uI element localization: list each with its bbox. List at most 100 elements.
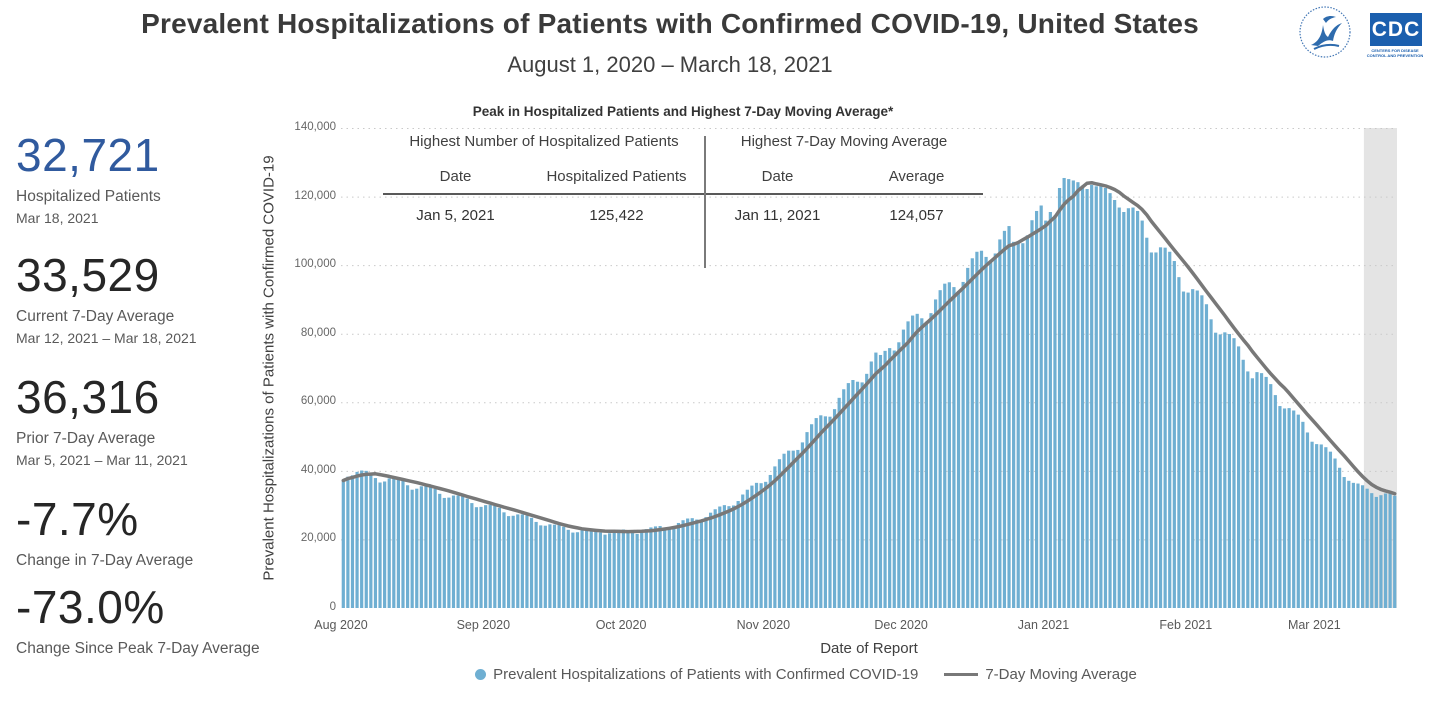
bar[interactable] — [387, 478, 391, 608]
bar[interactable] — [415, 488, 419, 608]
bar[interactable] — [1370, 493, 1374, 608]
bar[interactable] — [810, 424, 814, 608]
bar[interactable] — [745, 489, 749, 608]
bar[interactable] — [869, 361, 873, 608]
bar[interactable] — [1149, 252, 1153, 608]
bar[interactable] — [580, 530, 584, 608]
bar[interactable] — [442, 497, 446, 608]
bar[interactable] — [1136, 210, 1140, 608]
bar[interactable] — [585, 529, 589, 608]
bar[interactable] — [1351, 482, 1355, 608]
bar[interactable] — [635, 533, 639, 608]
bar[interactable] — [479, 506, 483, 608]
bar[interactable] — [1039, 205, 1043, 608]
bar[interactable] — [594, 529, 598, 608]
bar[interactable] — [855, 381, 860, 608]
bar[interactable] — [1117, 207, 1121, 608]
bar[interactable] — [603, 534, 607, 608]
bar[interactable] — [649, 527, 653, 608]
bar[interactable] — [405, 485, 410, 608]
bar[interactable] — [1255, 372, 1259, 608]
bar[interactable] — [754, 482, 759, 608]
bar[interactable] — [608, 533, 612, 608]
bar[interactable] — [897, 342, 901, 608]
bar[interactable] — [892, 350, 896, 608]
bar[interactable] — [1126, 208, 1131, 608]
bar[interactable] — [1002, 230, 1007, 608]
bar[interactable] — [663, 527, 667, 608]
bar[interactable] — [451, 495, 456, 608]
bar[interactable] — [791, 450, 795, 608]
bar[interactable] — [506, 516, 511, 608]
bar[interactable] — [511, 515, 515, 608]
bar[interactable] — [970, 258, 974, 608]
bar[interactable] — [989, 262, 993, 608]
bar[interactable] — [805, 432, 809, 608]
bar[interactable] — [1140, 220, 1144, 608]
bar[interactable] — [1342, 477, 1346, 608]
bar[interactable] — [1310, 441, 1314, 608]
bar[interactable] — [1030, 220, 1034, 608]
bar[interactable] — [1048, 212, 1052, 608]
bar[interactable] — [1103, 188, 1108, 608]
bar[interactable] — [1122, 212, 1126, 608]
bar[interactable] — [571, 532, 575, 608]
bar[interactable] — [1324, 447, 1328, 608]
bar[interactable] — [1025, 235, 1029, 608]
bar[interactable] — [681, 520, 685, 608]
bar[interactable] — [1016, 243, 1020, 608]
bar[interactable] — [1080, 185, 1085, 608]
bar[interactable] — [1209, 319, 1213, 608]
legend-item-bars[interactable]: Prevalent Hospitalizations of Patients w… — [475, 666, 918, 683]
bar[interactable] — [1085, 189, 1089, 608]
bar[interactable] — [736, 501, 740, 608]
bar[interactable] — [341, 480, 345, 608]
bar[interactable] — [534, 521, 538, 608]
bar[interactable] — [860, 382, 864, 608]
bar[interactable] — [548, 524, 552, 608]
bar[interactable] — [589, 528, 593, 608]
bar[interactable] — [782, 453, 786, 608]
bar[interactable] — [1145, 237, 1149, 608]
bar[interactable] — [1021, 243, 1025, 608]
bar[interactable] — [653, 526, 658, 608]
bar[interactable] — [1365, 488, 1369, 608]
bar[interactable] — [1393, 495, 1397, 608]
bar[interactable] — [943, 283, 947, 608]
bar[interactable] — [1168, 251, 1172, 608]
bar[interactable] — [1333, 458, 1337, 608]
bar[interactable] — [1044, 220, 1048, 608]
bar[interactable] — [1259, 373, 1264, 608]
bar[interactable] — [566, 529, 570, 608]
bar[interactable] — [975, 251, 979, 608]
bar[interactable] — [1356, 483, 1360, 608]
bar[interactable] — [874, 352, 878, 608]
bar[interactable] — [1246, 371, 1250, 608]
bar[interactable] — [410, 489, 414, 608]
bar[interactable] — [915, 313, 919, 608]
bar[interactable] — [562, 526, 566, 608]
bar[interactable] — [1099, 185, 1103, 608]
bar[interactable] — [598, 532, 603, 608]
bar[interactable] — [383, 481, 387, 608]
bar[interactable] — [1360, 485, 1365, 608]
bar[interactable] — [493, 505, 497, 608]
bar[interactable] — [364, 470, 368, 608]
bar[interactable] — [1301, 421, 1305, 608]
bar[interactable] — [1338, 467, 1342, 608]
legend-item-moving-average[interactable]: 7-Day Moving Average — [944, 666, 1137, 683]
bar[interactable] — [823, 416, 827, 608]
bar[interactable] — [1076, 182, 1080, 608]
bar[interactable] — [1034, 210, 1039, 608]
bar[interactable] — [373, 478, 378, 608]
bar[interactable] — [543, 525, 547, 608]
bar[interactable] — [488, 504, 492, 608]
bar[interactable] — [929, 313, 933, 608]
bar[interactable] — [1315, 444, 1319, 608]
bar[interactable] — [1287, 408, 1291, 608]
bar[interactable] — [419, 486, 423, 608]
bar[interactable] — [695, 519, 699, 608]
bar[interactable] — [1374, 496, 1378, 608]
bar[interactable] — [947, 282, 951, 608]
bar[interactable] — [741, 494, 745, 608]
